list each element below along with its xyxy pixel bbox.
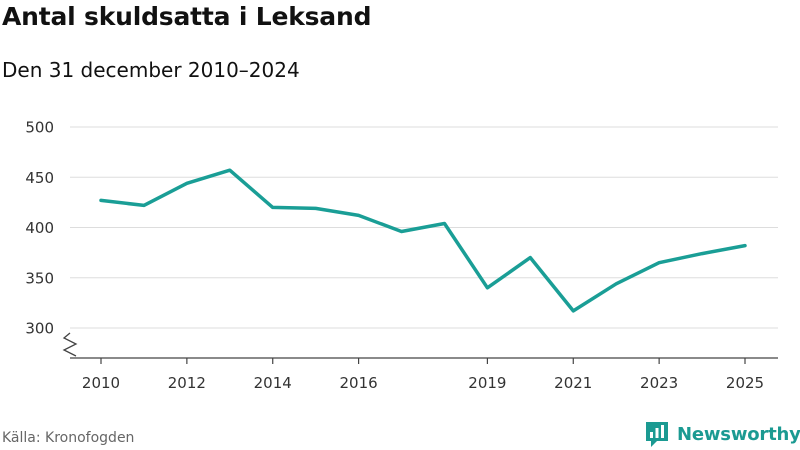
chart-title: Antal skuldsatta i Leksand [2, 2, 372, 31]
x-tick-label: 2019 [468, 374, 506, 392]
data-point [357, 214, 360, 217]
data-point [228, 169, 231, 172]
y-tick-label: 450 [25, 169, 54, 187]
data-point [657, 261, 661, 264]
newsworthy-logo-icon [646, 422, 668, 447]
data-point [142, 204, 146, 207]
x-tick-label: 2012 [168, 374, 206, 392]
y-tick-label: 500 [25, 119, 54, 137]
data-point [99, 199, 103, 202]
x-tick-label: 2014 [254, 374, 292, 392]
source-note: Källa: Kronofogden [2, 430, 135, 446]
brand-name: Newsworthy [677, 423, 800, 445]
x-tick-label: 2023 [640, 374, 678, 392]
data-point [615, 282, 618, 285]
data-point [572, 309, 575, 313]
data-point [743, 244, 747, 247]
chart-subtitle: Den 31 december 2010–2024 [2, 58, 300, 82]
brand-logo: Newsworthy [644, 420, 800, 448]
x-tick-label: 2016 [340, 374, 378, 392]
y-tick-label: 300 [25, 320, 54, 338]
y-tick-label: 350 [25, 269, 54, 287]
data-point [443, 222, 446, 225]
line-chart: 300 350 400 450 500 2010 2012 2014 2016 2019 2021 2… [25, 119, 778, 392]
axis-break-icon [62, 332, 78, 357]
data-point [314, 207, 317, 210]
data-point [529, 256, 532, 259]
data-point [185, 182, 189, 185]
y-tick-label: 400 [25, 219, 54, 237]
x-tick-label: 2025 [726, 374, 764, 392]
data-point [400, 230, 403, 233]
series-line-0 [99, 168, 747, 313]
x-tick-label: 2010 [82, 374, 120, 392]
data-point [486, 286, 489, 289]
data-point [700, 252, 704, 255]
data-point [271, 206, 274, 209]
x-tick-label: 2021 [554, 374, 592, 392]
